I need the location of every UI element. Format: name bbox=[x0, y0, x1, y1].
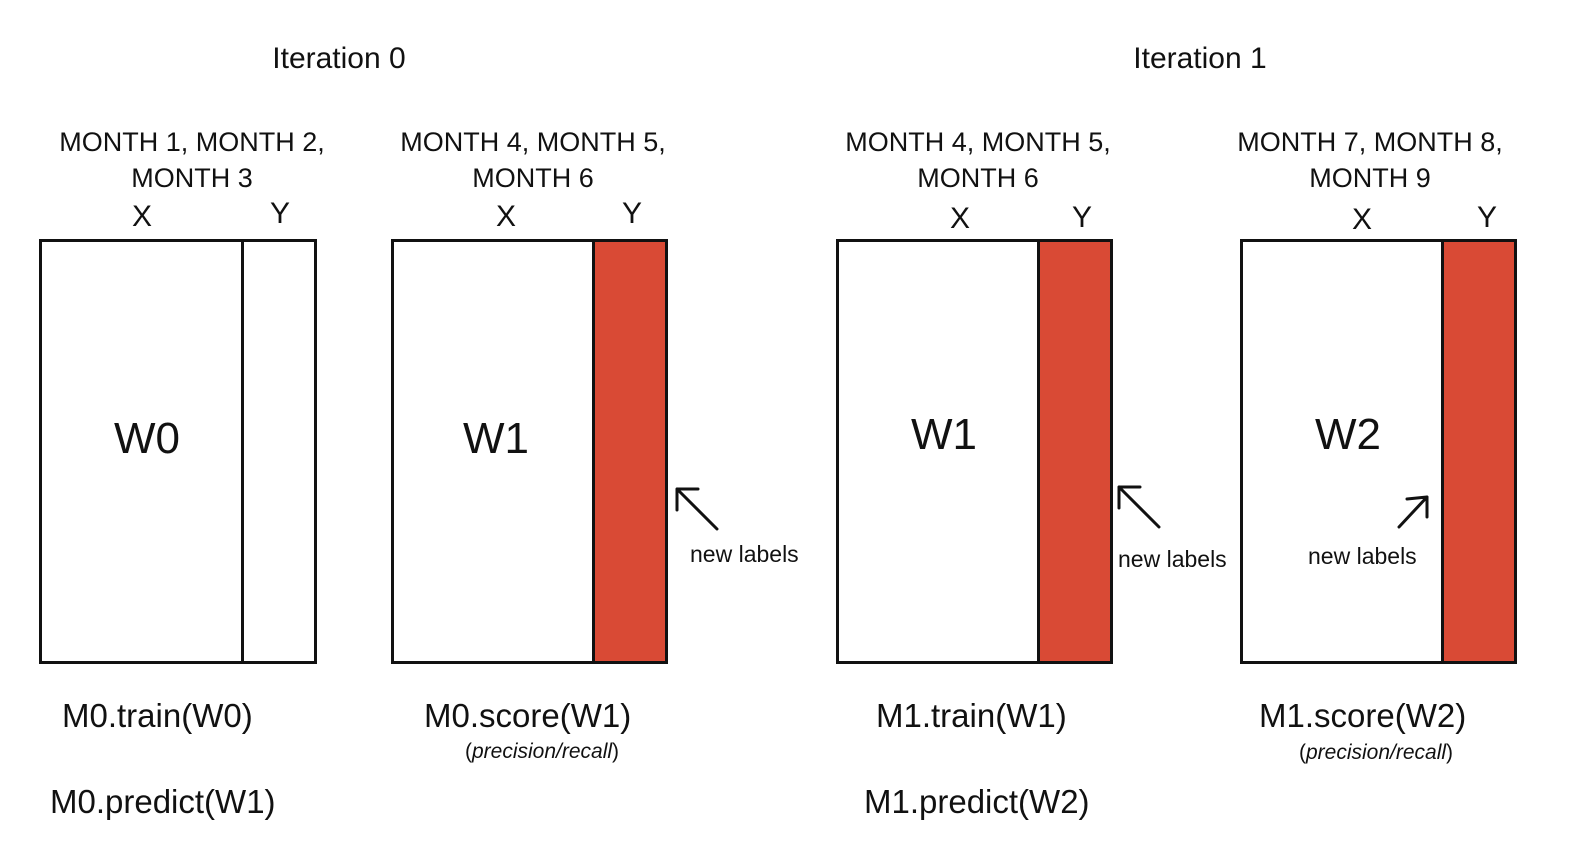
m1-score-metric-open: ( bbox=[1298, 741, 1306, 764]
w1-train-x-label: X bbox=[949, 202, 970, 235]
w2-score-months-line2: MONTH 9 bbox=[1309, 163, 1431, 193]
m0-score-metric-close: ) bbox=[612, 740, 620, 763]
w2-score-y-label: Y bbox=[1476, 201, 1497, 234]
w1-score-months-line1: MONTH 4, MONTH 5, bbox=[400, 127, 666, 157]
w1-score-months: MONTH 4, MONTH 5, MONTH 6 bbox=[363, 124, 703, 196]
m0-score-call: M0.score(W1) bbox=[424, 697, 632, 734]
m1-score-call: M1.score(W2) bbox=[1259, 697, 1467, 734]
w0-x-label: X bbox=[131, 200, 152, 233]
w1-train-y-label: Y bbox=[1071, 201, 1092, 234]
w1-train-window-label: W1 bbox=[911, 410, 977, 459]
m0-score-metric-open: ( bbox=[464, 740, 472, 763]
iteration-1-title: Iteration 1 bbox=[1133, 42, 1267, 75]
w1-train-window-panel: W1 bbox=[836, 239, 1113, 664]
m1-predict-call: M1.predict(W2) bbox=[864, 783, 1090, 820]
w2-score-new-labels-arrow bbox=[1397, 495, 1429, 529]
m1-score-metric-text: precision/recall bbox=[1305, 741, 1447, 764]
w1-score-y-column bbox=[592, 242, 665, 661]
w0-months-line2: MONTH 3 bbox=[131, 163, 253, 193]
w2-score-new-labels-note: new labels bbox=[1308, 543, 1417, 569]
w1-train-new-labels-arrow bbox=[1117, 485, 1161, 529]
w2-score-window-label: W2 bbox=[1315, 410, 1381, 459]
w0-window-label: W0 bbox=[114, 414, 180, 463]
w0-y-label: Y bbox=[269, 197, 290, 230]
w1-score-months-line2: MONTH 6 bbox=[472, 163, 594, 193]
w1-score-new-labels-arrow bbox=[675, 487, 719, 531]
m1-score-metric: (precision/recall) bbox=[1246, 741, 1506, 765]
w1-train-months-line1: MONTH 4, MONTH 5, bbox=[845, 127, 1111, 157]
w1-train-new-labels-note: new labels bbox=[1118, 546, 1227, 572]
w2-score-x-label: X bbox=[1351, 203, 1372, 236]
w0-window-panel: W0 bbox=[39, 239, 317, 664]
w0-months: MONTH 1, MONTH 2, MONTH 3 bbox=[22, 124, 362, 196]
w2-score-months-line1: MONTH 7, MONTH 8, bbox=[1237, 127, 1503, 157]
w1-score-x-label: X bbox=[495, 200, 516, 233]
m1-score-metric-close: ) bbox=[1446, 741, 1454, 764]
m0-score-metric-text: precision/recall bbox=[471, 740, 613, 763]
iteration-0-title: Iteration 0 bbox=[272, 42, 406, 75]
w0-months-line1: MONTH 1, MONTH 2, bbox=[59, 127, 325, 157]
w1-train-months: MONTH 4, MONTH 5, MONTH 6 bbox=[808, 124, 1148, 196]
w2-score-months: MONTH 7, MONTH 8, MONTH 9 bbox=[1200, 124, 1540, 196]
m1-train-call: M1.train(W1) bbox=[876, 697, 1067, 734]
w1-train-months-line2: MONTH 6 bbox=[917, 163, 1039, 193]
w1-score-window-panel: W1 bbox=[391, 239, 668, 664]
m0-score-metric: (precision/recall) bbox=[412, 740, 672, 764]
w1-score-new-labels-note: new labels bbox=[690, 541, 799, 567]
w1-score-y-label: Y bbox=[621, 197, 642, 230]
m0-train-call: M0.train(W0) bbox=[62, 697, 253, 734]
w0-y-column bbox=[241, 242, 314, 661]
w1-train-y-column bbox=[1037, 242, 1110, 661]
w1-score-window-label: W1 bbox=[463, 414, 529, 463]
w2-score-window-panel: W2 bbox=[1240, 239, 1517, 664]
w2-score-y-column bbox=[1441, 242, 1514, 661]
m0-predict-call: M0.predict(W1) bbox=[50, 783, 276, 820]
